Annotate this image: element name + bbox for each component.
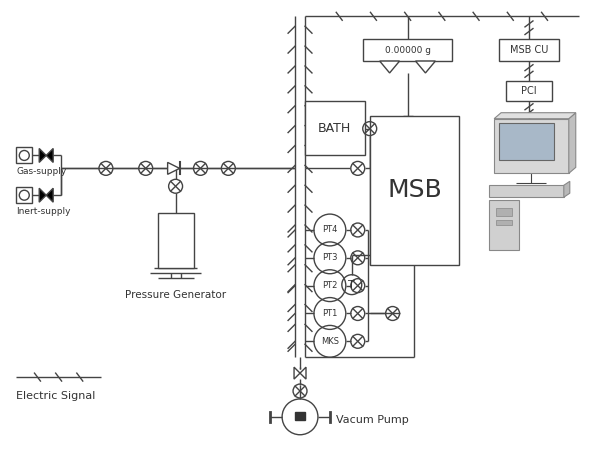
Polygon shape <box>39 188 46 202</box>
Text: PT2: PT2 <box>322 281 337 290</box>
Bar <box>16 147 32 164</box>
Text: Gas-supply: Gas-supply <box>16 167 66 176</box>
Bar <box>496 208 512 216</box>
Text: 0.00000 g: 0.00000 g <box>384 46 431 55</box>
Text: Vacum Pump: Vacum Pump <box>336 415 409 425</box>
Text: BATH: BATH <box>318 122 351 135</box>
Bar <box>506 81 552 101</box>
Text: MKS: MKS <box>321 337 339 346</box>
Bar <box>305 101 365 155</box>
Polygon shape <box>569 113 576 173</box>
Bar <box>157 213 193 268</box>
Polygon shape <box>494 113 576 119</box>
Bar <box>489 200 519 250</box>
Polygon shape <box>168 163 179 174</box>
Text: MSB: MSB <box>387 178 442 202</box>
Bar <box>499 123 554 160</box>
Text: MSB CU: MSB CU <box>510 45 548 55</box>
Polygon shape <box>39 148 46 163</box>
Bar <box>370 116 459 265</box>
Polygon shape <box>379 61 400 73</box>
Bar <box>295 412 305 420</box>
Bar <box>499 39 559 61</box>
Text: Inert-supply: Inert-supply <box>16 207 71 216</box>
Polygon shape <box>46 188 53 202</box>
Polygon shape <box>415 61 436 73</box>
Polygon shape <box>46 148 53 163</box>
Text: PT4: PT4 <box>322 225 337 234</box>
Text: Pressure Generator: Pressure Generator <box>125 289 226 300</box>
Polygon shape <box>294 367 300 379</box>
Polygon shape <box>300 367 306 379</box>
Bar <box>489 185 564 197</box>
Bar <box>494 119 569 173</box>
Bar <box>496 220 512 225</box>
Text: PT3: PT3 <box>322 253 338 262</box>
Text: Electric Signal: Electric Signal <box>16 391 96 401</box>
Polygon shape <box>564 181 570 197</box>
Bar <box>363 39 453 61</box>
Bar <box>16 187 32 203</box>
Text: T: T <box>348 280 355 289</box>
Text: PT1: PT1 <box>322 309 337 318</box>
Text: PCI: PCI <box>521 86 537 96</box>
